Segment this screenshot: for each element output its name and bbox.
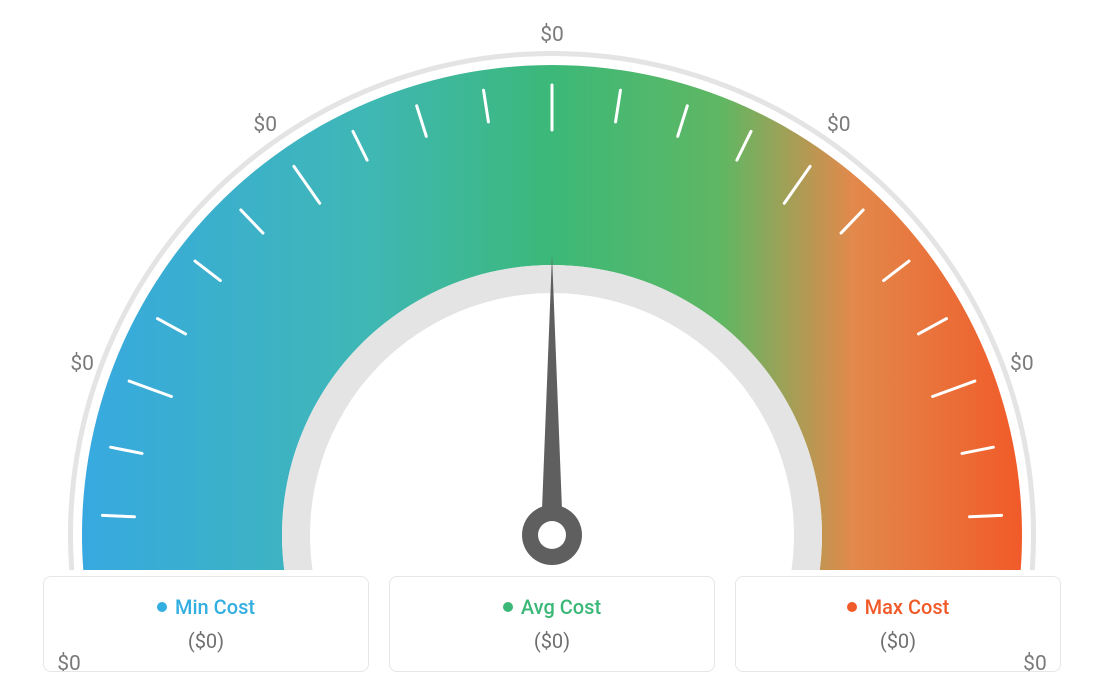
legend-text-max: Max Cost xyxy=(865,595,950,619)
legend-dot-max xyxy=(847,602,857,612)
gauge-svg xyxy=(42,10,1062,570)
legend-label-max: Max Cost xyxy=(847,595,950,619)
legend-label-avg: Avg Cost xyxy=(503,595,601,619)
gauge-tick-label: $0 xyxy=(70,352,94,376)
legend-text-avg: Avg Cost xyxy=(521,595,601,619)
legend-label-min: Min Cost xyxy=(157,595,255,619)
legend-value-avg: ($0) xyxy=(534,629,570,653)
legend-card-max: Max Cost ($0) xyxy=(735,576,1061,672)
legend-text-min: Min Cost xyxy=(175,595,255,619)
legend-value-min: ($0) xyxy=(188,629,224,653)
gauge-tick-label: $0 xyxy=(540,23,564,47)
legend-card-avg: Avg Cost ($0) xyxy=(389,576,715,672)
legend-value-max: ($0) xyxy=(880,629,916,653)
gauge-tick-label: $0 xyxy=(253,113,277,137)
gauge-tick-label: $0 xyxy=(1010,352,1034,376)
gauge-tick-label: $0 xyxy=(827,113,851,137)
legend-card-min: Min Cost ($0) xyxy=(43,576,369,672)
gauge-chart: $0$0$0$0$0$0$0 xyxy=(42,10,1062,550)
legend-dot-min xyxy=(157,602,167,612)
legend-row: Min Cost ($0) Avg Cost ($0) Max Cost ($0… xyxy=(42,576,1062,672)
legend-dot-avg xyxy=(503,602,513,612)
